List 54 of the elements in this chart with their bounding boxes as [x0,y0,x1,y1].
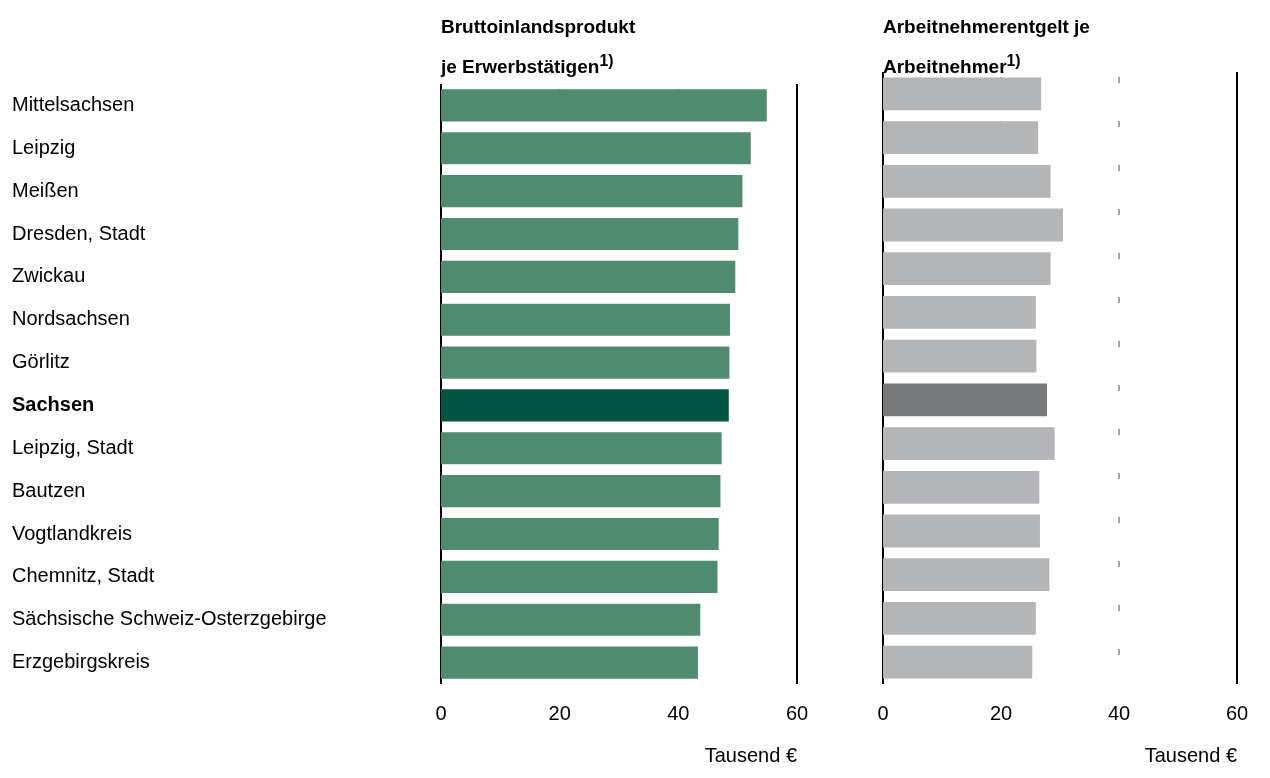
bar [441,389,729,422]
bar [441,517,719,551]
x-tick-label: 40 [667,701,690,724]
y-tick-label: Vogtlandkreis [12,521,133,544]
bar [883,296,1036,329]
x-tick-label: 60 [1225,701,1249,724]
y-tick-label: Chemnitz, Stadt [12,564,155,587]
y-tick-label: Nordsachsen [12,307,130,330]
x-tick-label: 40 [1107,701,1131,724]
y-tick-label: Mittelsachsen [12,92,135,115]
bar [441,646,698,679]
y-tick-label: Görlitz [12,350,70,373]
bar [883,252,1051,286]
y-tick-label: Sächsische Schweiz-Osterzgebirge [12,607,327,630]
x-tick-label: 20 [548,701,571,724]
x-axis-title: Tausend € [1144,743,1237,766]
bar [883,77,1042,111]
bar [441,560,718,593]
bar [441,432,722,465]
y-tick-label: Dresden, Stadt [12,221,146,244]
bar [883,427,1055,460]
x-tick-label: 0 [877,701,889,724]
bar [441,303,730,336]
y-tick-label: Meißen [12,178,79,201]
bar [441,89,767,122]
bar [883,164,1051,198]
chart-title: Arbeitnehmerentgelt je Arbeitnehmer$^{1)}$ [883,15,1091,80]
bar [441,475,721,508]
bar [883,602,1036,635]
x-tick-label: 60 [785,701,809,724]
bar [883,470,1040,504]
bar [441,217,739,251]
y-tick-label: Sachsen [12,392,95,415]
x-tick-label: 0 [435,701,447,724]
bar [883,558,1050,592]
bar [883,514,1040,548]
bar [441,346,730,379]
y-tick-label: Leipzig, Stadt [12,435,134,458]
bar [883,339,1037,373]
y-tick-label: Leipzig [12,135,76,158]
y-tick-label: Erzgebirgskreis [12,650,150,673]
bar [883,383,1048,417]
bar [441,175,743,208]
x-axis-title: Tausend € [704,743,797,766]
bar [883,208,1063,242]
bar [441,603,701,636]
bar [441,260,736,293]
chart-title: Bruttoinlandsprodukt je Erwerbstätigen$^{1)}$ [441,15,637,80]
y-tick-label: Bautzen [12,478,86,501]
bar [441,132,751,165]
bar [883,121,1039,154]
y-tick-label: Zwickau [12,264,86,287]
x-tick-label: 20 [989,701,1013,724]
bar [883,645,1033,679]
